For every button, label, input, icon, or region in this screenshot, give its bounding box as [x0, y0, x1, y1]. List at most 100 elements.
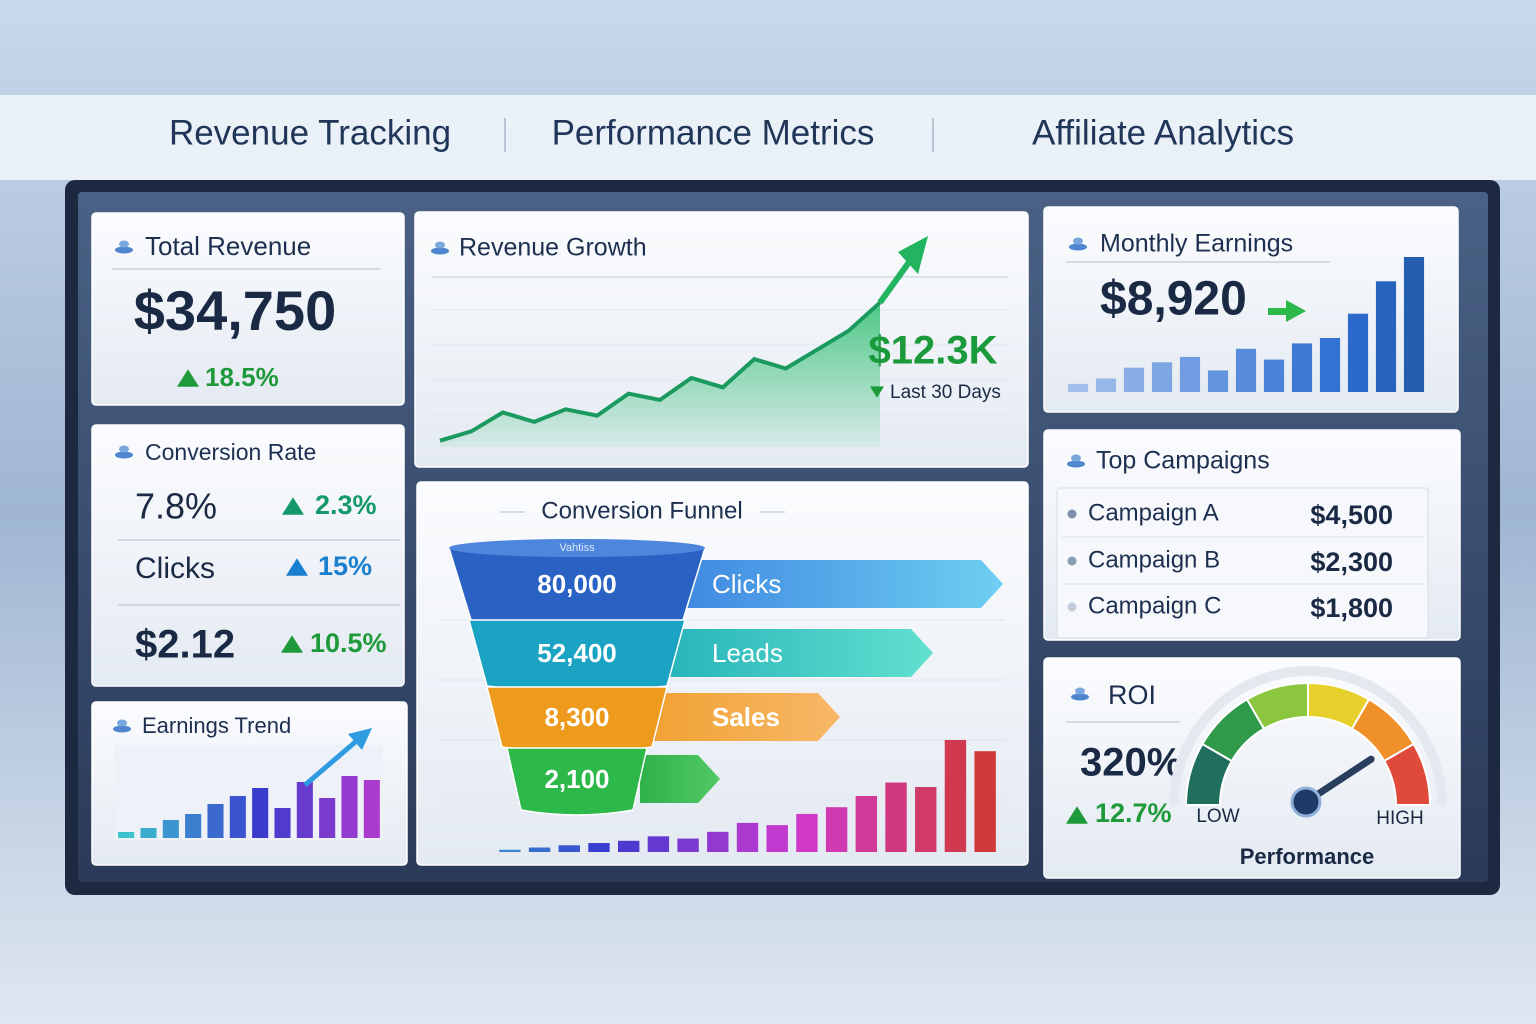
bar: [588, 843, 610, 852]
gauge-label: Performance: [1240, 844, 1375, 869]
panel-icon: [1071, 693, 1089, 701]
panel-icon: [1071, 454, 1081, 462]
panel-title: Earnings Trend: [142, 713, 291, 738]
panel-icon: [113, 725, 131, 733]
bar: [1263, 359, 1285, 392]
bar: [1291, 343, 1313, 392]
panel-icon: [431, 247, 449, 255]
panel-icon: [119, 445, 129, 453]
metric-period: Last 30 Days: [890, 382, 1001, 403]
row-change: 15%: [318, 551, 372, 581]
panel: [91, 424, 405, 687]
bar: [1375, 281, 1397, 392]
chart-area: [115, 745, 383, 840]
bar: [915, 787, 937, 852]
funnel-value: 8,300: [544, 702, 609, 732]
bar: [118, 832, 135, 838]
funnel-arrow: [640, 693, 840, 741]
bar: [766, 825, 788, 852]
metric-change: 12.7%: [1095, 798, 1172, 828]
row-label: Clicks: [135, 552, 215, 585]
metric-value: 320%: [1080, 741, 1182, 785]
funnel-arrow: [640, 755, 720, 803]
bar: [207, 804, 224, 838]
panel-title: Monthly Earnings: [1100, 230, 1293, 258]
change-arrow: [177, 369, 199, 387]
change-arrow: [870, 386, 884, 398]
gauge-rim: [1169, 666, 1447, 806]
trend-arrow: [1286, 300, 1306, 322]
gauge-segment: [1382, 742, 1432, 806]
list-box: [1056, 487, 1429, 639]
campaign-value: $2,300: [1310, 547, 1393, 577]
bar: [677, 838, 699, 852]
bar: [707, 831, 729, 852]
bar: [1067, 383, 1089, 392]
panel-icon: [1073, 237, 1083, 245]
list-dot: [1067, 556, 1077, 566]
tab: Performance Metrics: [552, 113, 875, 152]
gauge-high: HIGH: [1376, 808, 1424, 829]
list-dot: [1067, 509, 1077, 519]
panel: [91, 212, 405, 406]
panel-icon: [119, 240, 129, 248]
gauge-low: LOW: [1196, 806, 1239, 827]
panel-title: ROI: [1108, 680, 1156, 710]
panel-title: Revenue Growth: [459, 234, 647, 262]
change-arrow: [286, 558, 308, 576]
metric-value: $34,750: [134, 279, 336, 342]
bar: [296, 782, 313, 838]
list-dot: [1067, 602, 1077, 612]
campaign-value: $4,500: [1310, 500, 1393, 530]
funnel-caption: Vahtiss: [559, 542, 595, 554]
panel-title: Conversion Funnel: [541, 497, 742, 524]
change-arrow: [281, 635, 303, 653]
growth-arrow: [898, 236, 928, 274]
bar: [1207, 370, 1229, 392]
bar: [185, 814, 202, 838]
bar: [1151, 362, 1173, 392]
metric-value: $8,920: [1100, 273, 1247, 326]
funnel-value: 80,000: [537, 569, 617, 599]
bar: [825, 807, 848, 852]
bar: [558, 845, 580, 852]
bar: [319, 798, 336, 838]
growth-line: [439, 301, 882, 443]
bar: [736, 822, 759, 852]
bar: [1403, 257, 1425, 392]
bar: [855, 796, 878, 852]
panel-icon: [117, 719, 127, 727]
bar: [499, 849, 521, 852]
bar: [617, 840, 640, 852]
trend-arrow: [303, 736, 362, 787]
bar: [341, 776, 358, 838]
bar: [140, 828, 157, 838]
panel-icon: [1069, 243, 1087, 251]
change-arrow: [282, 497, 304, 515]
campaign-name: Campaign A: [1088, 499, 1219, 526]
bar: [647, 836, 670, 852]
bar: [162, 820, 179, 838]
trend-arrow: [348, 728, 372, 750]
funnel-top: [449, 539, 705, 557]
campaign-name: Campaign C: [1088, 592, 1221, 619]
bar: [885, 782, 907, 852]
campaign-name: Campaign B: [1088, 546, 1220, 573]
funnel-label: Sales: [712, 702, 780, 732]
tab: Revenue Tracking: [169, 113, 451, 152]
metric-value: $12.3K: [869, 329, 998, 373]
bar: [1319, 338, 1341, 392]
bar: [1123, 367, 1145, 392]
growth-area: [440, 302, 880, 447]
funnel-label: Leads: [712, 638, 783, 668]
row-change: 2.3%: [315, 490, 377, 520]
funnel-arrow: [640, 560, 1003, 608]
panel-icon: [435, 241, 445, 249]
panel-title: Total Revenue: [145, 231, 311, 261]
panel-icon: [1067, 460, 1085, 468]
panel-title: Conversion Rate: [145, 439, 316, 465]
row-label: 7.8%: [135, 486, 217, 527]
panel-title: Top Campaigns: [1096, 447, 1270, 475]
bar: [944, 740, 967, 852]
